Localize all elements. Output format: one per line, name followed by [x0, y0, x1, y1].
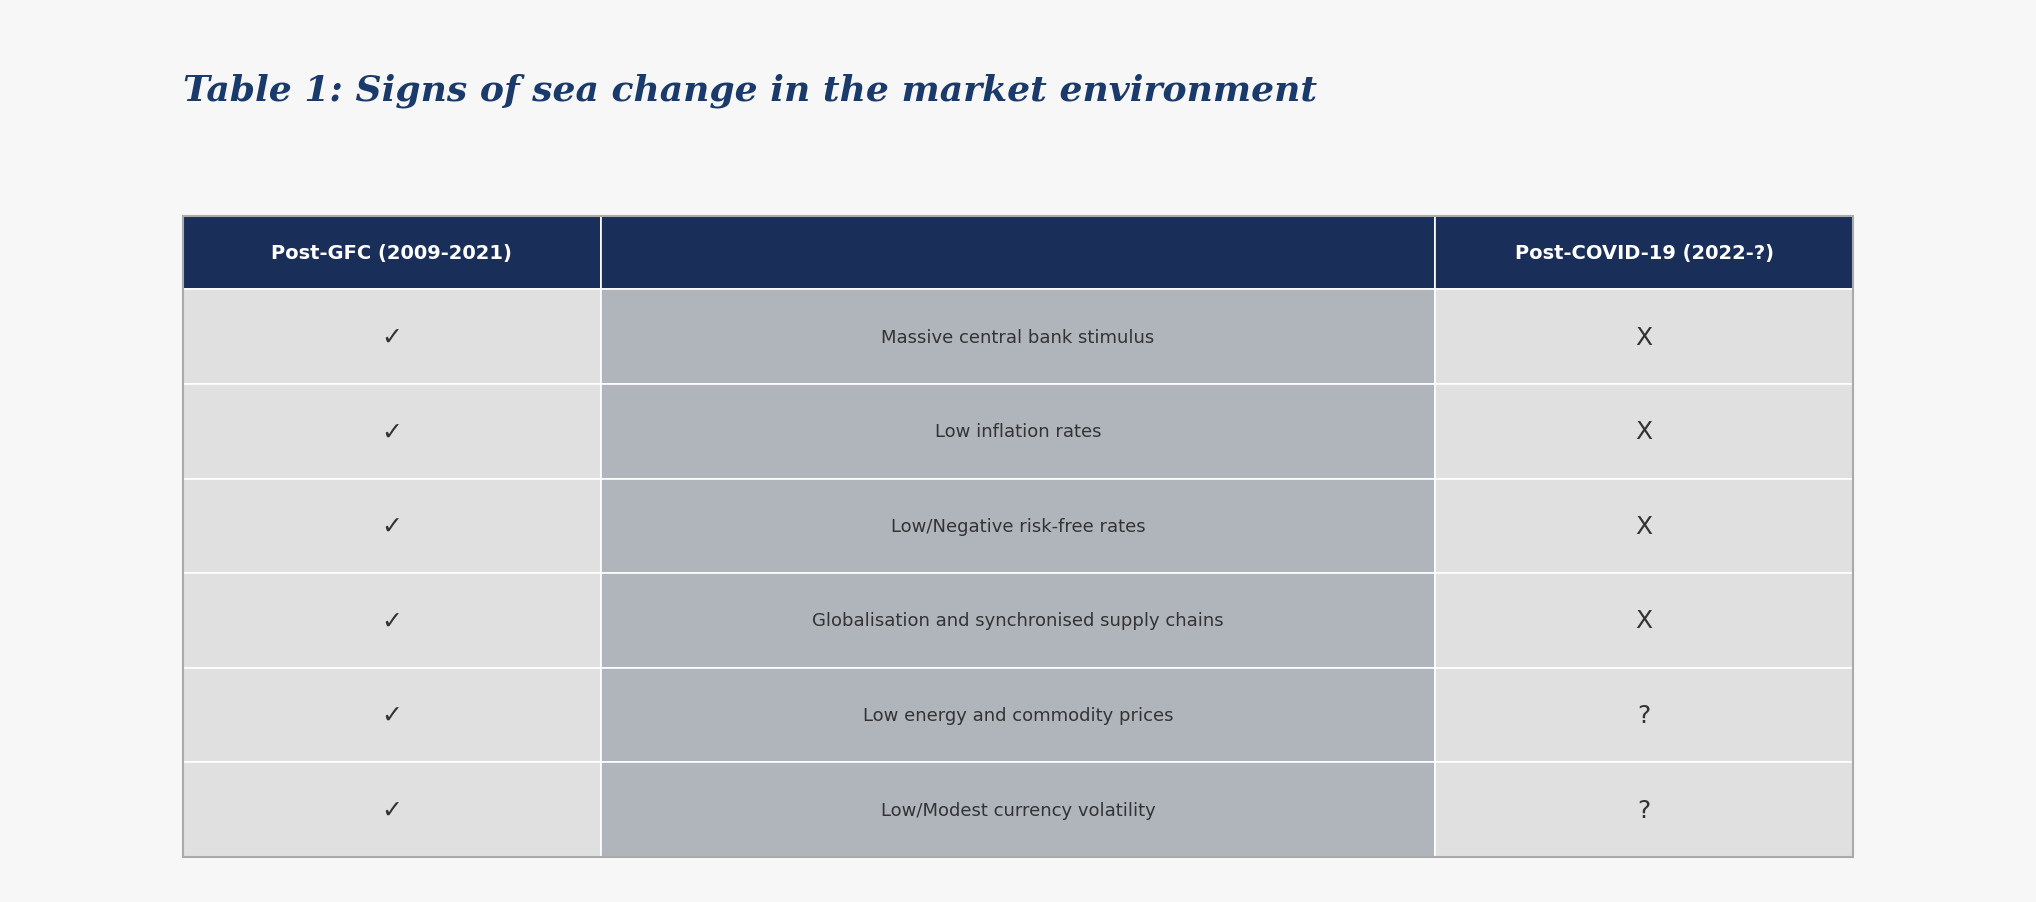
Text: Low/Modest currency volatility: Low/Modest currency volatility	[882, 801, 1154, 819]
Text: Massive central bank stimulus: Massive central bank stimulus	[882, 328, 1154, 346]
FancyBboxPatch shape	[1435, 216, 1853, 290]
FancyBboxPatch shape	[1435, 384, 1853, 479]
FancyBboxPatch shape	[1435, 762, 1853, 857]
FancyBboxPatch shape	[601, 479, 1435, 574]
FancyBboxPatch shape	[601, 574, 1435, 668]
FancyBboxPatch shape	[601, 384, 1435, 479]
Text: X: X	[1635, 609, 1653, 632]
FancyBboxPatch shape	[601, 762, 1435, 857]
FancyBboxPatch shape	[1435, 479, 1853, 574]
Text: Low energy and commodity prices: Low energy and commodity prices	[863, 706, 1173, 724]
Text: Post-COVID-19 (2022-?): Post-COVID-19 (2022-?)	[1515, 244, 1773, 262]
FancyBboxPatch shape	[183, 384, 601, 479]
FancyBboxPatch shape	[183, 668, 601, 762]
FancyBboxPatch shape	[183, 574, 601, 668]
Text: ?: ?	[1637, 797, 1651, 822]
Text: ✓: ✓	[381, 704, 403, 727]
FancyBboxPatch shape	[601, 216, 1435, 290]
FancyBboxPatch shape	[601, 290, 1435, 384]
FancyBboxPatch shape	[1435, 290, 1853, 384]
FancyBboxPatch shape	[183, 479, 601, 574]
Text: ✓: ✓	[381, 797, 403, 822]
Text: ✓: ✓	[381, 609, 403, 632]
Text: X: X	[1635, 326, 1653, 349]
Text: Globalisation and synchronised supply chains: Globalisation and synchronised supply ch…	[812, 612, 1224, 630]
FancyBboxPatch shape	[183, 216, 601, 290]
FancyBboxPatch shape	[183, 290, 601, 384]
FancyBboxPatch shape	[601, 668, 1435, 762]
Text: ✓: ✓	[381, 419, 403, 444]
Text: Low inflation rates: Low inflation rates	[935, 423, 1101, 441]
Text: Table 1: Signs of sea change in the market environment: Table 1: Signs of sea change in the mark…	[183, 74, 1317, 108]
Text: ✓: ✓	[381, 326, 403, 349]
FancyBboxPatch shape	[1435, 574, 1853, 668]
Text: Low/Negative risk-free rates: Low/Negative risk-free rates	[890, 517, 1146, 535]
FancyBboxPatch shape	[1435, 668, 1853, 762]
FancyBboxPatch shape	[183, 762, 601, 857]
Text: ?: ?	[1637, 704, 1651, 727]
Text: ✓: ✓	[381, 514, 403, 538]
Text: X: X	[1635, 514, 1653, 538]
Text: Post-GFC (2009-2021): Post-GFC (2009-2021)	[271, 244, 513, 262]
Text: X: X	[1635, 419, 1653, 444]
